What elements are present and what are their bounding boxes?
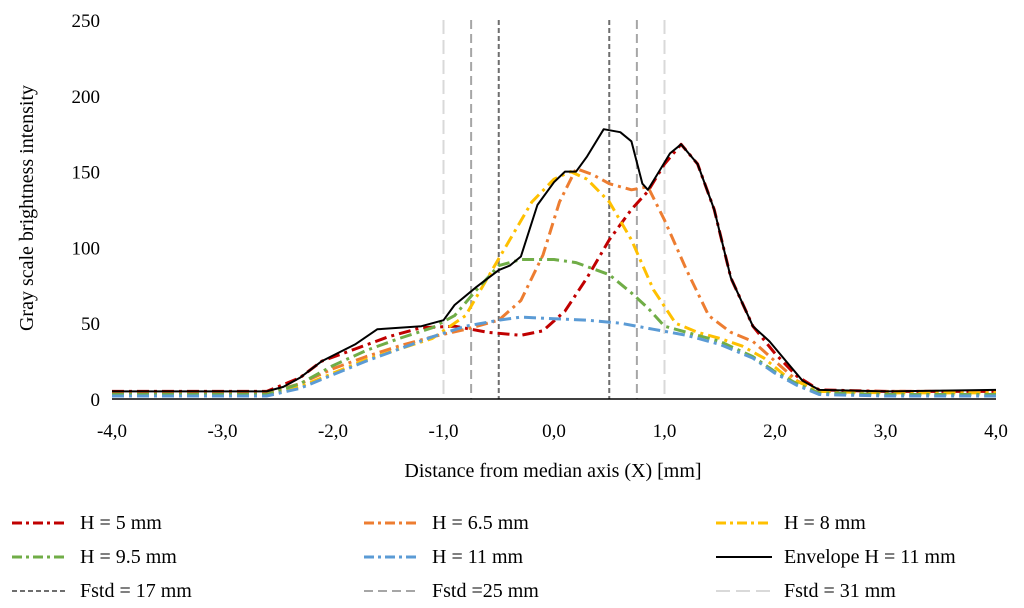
- y-axis-title: Gray scale brightness intensity: [16, 85, 38, 331]
- x-tick-label: 0,0: [542, 421, 566, 442]
- x-tick-labels: -4,0 -3,0 -2,0 -1,0 0,0 1,0 2,0 3,0 4,0: [97, 421, 1008, 442]
- y-tick-label: 250: [72, 11, 101, 32]
- x-tick-label: -4,0: [97, 421, 127, 442]
- legend-item-h9-5: H = 9.5 mm: [10, 540, 177, 574]
- legend-swatch-h6-5: [364, 521, 420, 525]
- legend-label-h11: H = 11 mm: [432, 545, 524, 568]
- legend-item-h11: H = 11 mm: [362, 540, 523, 574]
- legend-swatch-h11: [364, 555, 420, 559]
- legend-label-envelope: Envelope H = 11 mm: [784, 545, 956, 568]
- x-tick-label: 1,0: [653, 421, 677, 442]
- legend-item-fstd31: Fstd = 31 mm: [714, 574, 896, 608]
- legend-label-h6-5: H = 6.5 mm: [432, 511, 529, 534]
- legend-label-h8: H = 8 mm: [784, 511, 866, 534]
- y-tick-label: 0: [91, 390, 101, 411]
- legend-item-h6-5: H = 6.5 mm: [362, 506, 529, 540]
- y-tick-label: 150: [72, 163, 101, 184]
- legend-swatch-envelope: [716, 556, 772, 558]
- legend-swatch-h5: [12, 521, 68, 525]
- legend: H = 5 mm H = 6.5 mm H = 8 mm H = 9.5 mm …: [0, 506, 1024, 608]
- legend-item-h8: H = 8 mm: [714, 506, 866, 540]
- x-tick-label: -3,0: [207, 421, 237, 442]
- x-tick-label: -2,0: [318, 421, 348, 442]
- legend-swatch-h9-5: [12, 555, 68, 559]
- legend-label-fstd17: Fstd = 17 mm: [80, 579, 192, 602]
- x-axis-title: Distance from median axis (X) [mm]: [404, 460, 701, 482]
- legend-item-envelope: Envelope H = 11 mm: [714, 540, 956, 574]
- legend-swatch-fstd25: [364, 590, 420, 592]
- legend-label-fstd31: Fstd = 31 mm: [784, 579, 896, 602]
- series-line-4: [112, 258, 996, 396]
- x-tick-label: -1,0: [428, 421, 458, 442]
- legend-label-fstd25: Fstd =25 mm: [432, 579, 539, 602]
- chart: 0 50 100 150 200 250 -4,0 -3,0 -2,0 -1,0 0,0 1,0 2,…: [16, 11, 1008, 482]
- legend-label-h5: H = 5 mm: [80, 511, 162, 534]
- legend-item-h5: H = 5 mm: [10, 506, 162, 540]
- legend-swatch-fstd31: [716, 590, 772, 592]
- y-tick-label: 50: [81, 314, 100, 335]
- legend-item-fstd17: Fstd = 17 mm: [10, 574, 192, 608]
- x-tick-label: 4,0: [984, 421, 1008, 442]
- series-line-1: [112, 142, 996, 393]
- y-tick-label: 100: [72, 238, 101, 259]
- series-line-5: [112, 315, 996, 398]
- series-line-2: [112, 167, 996, 395]
- series-line-6: [112, 128, 997, 393]
- x-tick-label: 3,0: [874, 421, 898, 442]
- legend-swatch-h8: [716, 521, 772, 525]
- legend-item-fstd25: Fstd =25 mm: [362, 574, 539, 608]
- y-tick-label: 200: [72, 87, 101, 108]
- y-tick-labels: 0 50 100 150 200 250: [72, 11, 101, 411]
- series-line-3: [112, 170, 996, 396]
- reference-lines: [442, 20, 666, 399]
- legend-swatch-fstd17: [12, 590, 68, 592]
- x-tick-label: 2,0: [763, 421, 787, 442]
- data-series: [112, 128, 997, 398]
- legend-label-h9-5: H = 9.5 mm: [80, 545, 177, 568]
